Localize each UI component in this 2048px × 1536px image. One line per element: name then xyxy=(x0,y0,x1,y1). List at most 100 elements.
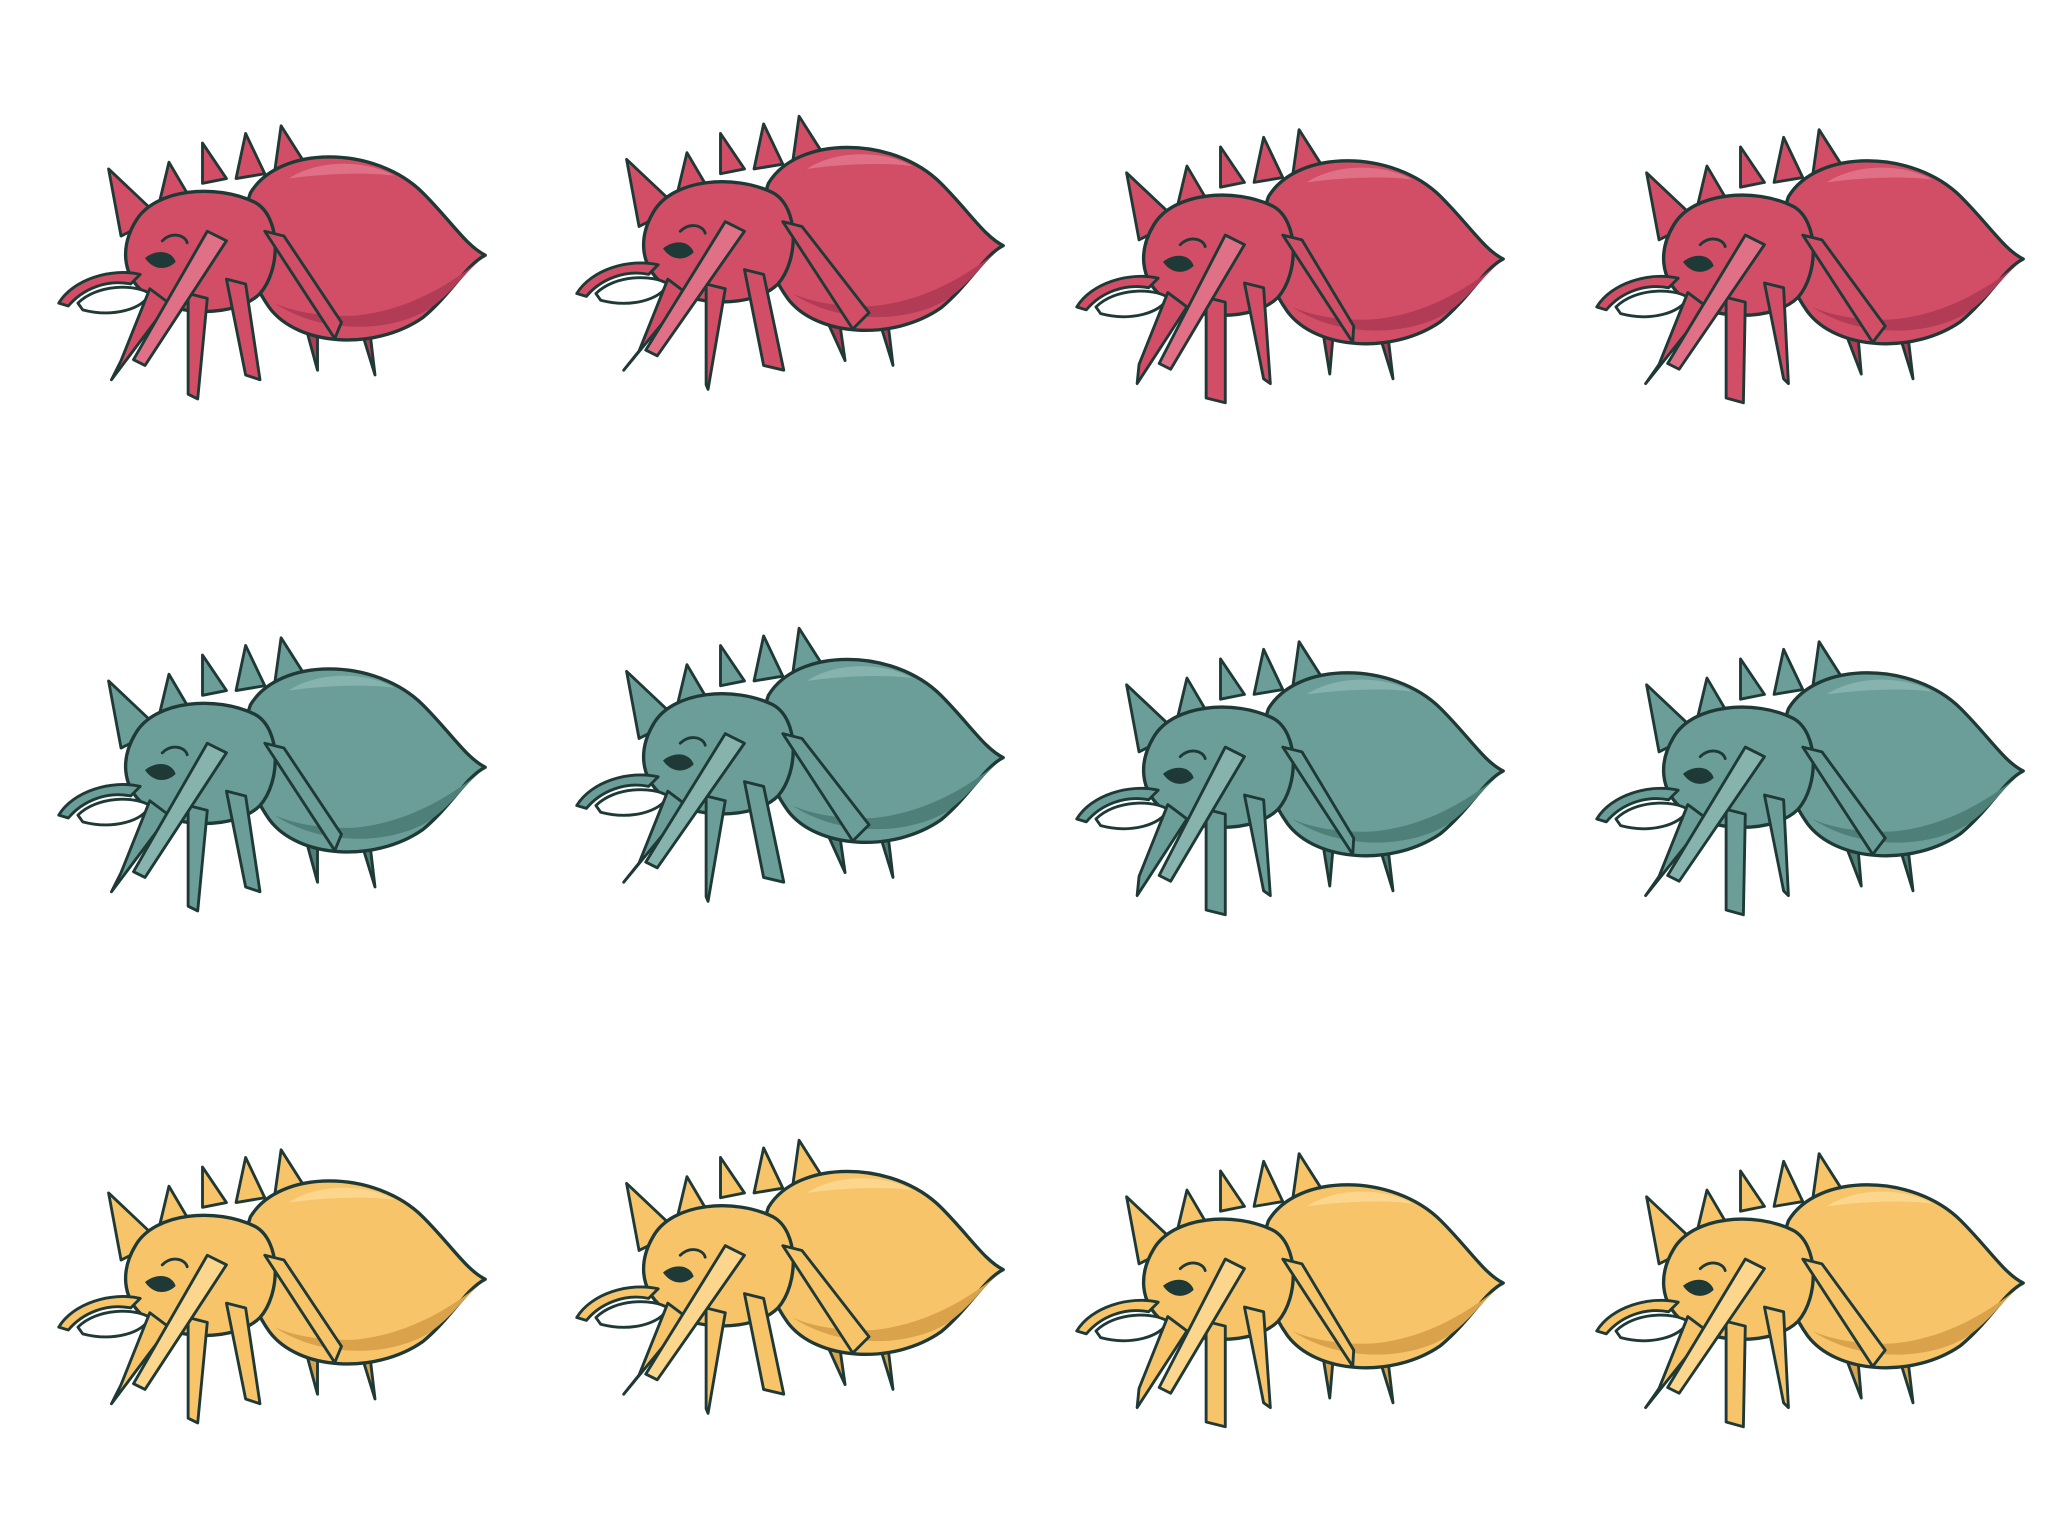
spider-sprite-red-frame-3 xyxy=(1568,80,2028,440)
spider-sprite-yellow-frame-0 xyxy=(30,1104,490,1464)
spider-sprite-red-frame-1 xyxy=(548,80,1008,440)
spider-eye xyxy=(663,1266,694,1283)
spider-leg xyxy=(186,292,209,401)
spider-sprite-yellow-frame-2 xyxy=(1048,1104,1508,1464)
spider-eye xyxy=(663,754,694,771)
spider-leg xyxy=(622,277,689,372)
spider-leg-front xyxy=(1666,233,1766,371)
spider-spike xyxy=(719,1156,746,1200)
spider-leg-front xyxy=(132,741,228,879)
spider-leg xyxy=(1763,1305,1790,1410)
spider-mandible xyxy=(57,271,142,308)
spider-leg xyxy=(263,741,343,853)
spider-eye xyxy=(1683,767,1714,784)
spider-leg-front xyxy=(1157,233,1246,371)
spider-leg xyxy=(1644,803,1709,898)
spider-leg xyxy=(1801,1257,1887,1368)
spider-sprite-red-frame-0 xyxy=(30,80,490,440)
spider-mandible xyxy=(1075,274,1160,312)
spider-leg xyxy=(1281,745,1356,856)
spider-leg xyxy=(110,287,171,382)
spider-leg xyxy=(1763,793,1790,898)
spider-highlight xyxy=(1306,1191,1413,1207)
spider-leg xyxy=(1724,807,1747,917)
spider-spike xyxy=(1772,1159,1805,1208)
spider-spike xyxy=(1252,135,1285,184)
spider-spike xyxy=(1772,647,1805,696)
spider-leg xyxy=(1243,1305,1272,1410)
spider-leg-front xyxy=(1666,1257,1766,1395)
spider-spike xyxy=(1739,1169,1766,1213)
spider-icon xyxy=(575,114,1005,391)
spider-icon xyxy=(1075,128,1505,405)
spider-sprite-yellow-frame-1 xyxy=(548,1104,1008,1464)
spider-highlight xyxy=(288,163,395,179)
spider-highlight xyxy=(1826,679,1933,695)
spider-spike xyxy=(1252,647,1285,696)
spider-mandible xyxy=(575,773,660,810)
spider-spike xyxy=(234,1156,267,1204)
spider-leg xyxy=(1243,793,1272,898)
spider-leg xyxy=(263,229,343,341)
spider-sprite-teal-frame-2 xyxy=(1048,592,1508,952)
spider-leg xyxy=(781,220,871,331)
spider-leg xyxy=(225,789,262,894)
spider-leg-front xyxy=(644,220,746,358)
spider-abdomen-shade xyxy=(1292,1287,1499,1355)
spider-leg xyxy=(1801,233,1887,344)
spider-mandible xyxy=(1595,274,1680,312)
spider-icon xyxy=(575,626,1005,903)
spider-sprite-yellow-frame-3 xyxy=(1568,1104,2028,1464)
spider-sprite-teal-frame-1 xyxy=(548,592,1008,952)
spider-leg xyxy=(263,1253,343,1365)
spider-sprite-teal-frame-0 xyxy=(30,592,490,952)
spider-mandible xyxy=(57,1295,142,1332)
spider-spike xyxy=(1219,1169,1246,1213)
spider-icon xyxy=(1075,640,1505,917)
spider-spike xyxy=(201,141,228,185)
spider-leg xyxy=(622,1301,689,1396)
spider-mandible xyxy=(575,1285,660,1322)
spider-spike xyxy=(1772,135,1805,184)
spider-leg xyxy=(186,1316,209,1425)
spider-eye xyxy=(1683,255,1714,272)
spider-brow xyxy=(1698,749,1727,761)
spider-leg xyxy=(225,1301,262,1406)
spider-mandible xyxy=(1075,1298,1160,1336)
spider-eye xyxy=(1163,767,1194,784)
spider-spike xyxy=(1219,657,1246,701)
spider-abdomen-shade xyxy=(274,772,481,839)
spider-brow xyxy=(678,1248,707,1259)
spider-eye xyxy=(1683,1279,1714,1296)
spider-mandible xyxy=(1595,1298,1680,1336)
spider-spike xyxy=(719,132,746,176)
spider-leg-front xyxy=(1666,745,1766,883)
spider-abdomen-shade xyxy=(1812,775,2019,843)
spider-leg xyxy=(743,780,786,884)
spider-leg xyxy=(1281,1257,1356,1368)
spider-icon xyxy=(57,636,487,913)
spider-spike xyxy=(752,1146,785,1195)
spider-leg-front xyxy=(644,1244,746,1382)
spider-spike xyxy=(752,122,785,171)
spider-brow xyxy=(678,736,707,747)
spider-eye xyxy=(145,763,176,781)
spider-leg-front xyxy=(644,732,746,870)
spider-mandible xyxy=(1595,786,1680,824)
spider-leg xyxy=(1281,233,1356,344)
spider-icon xyxy=(57,1148,487,1425)
spider-abdomen-shade xyxy=(1292,263,1499,331)
spider-abdomen-shade xyxy=(792,250,999,318)
spider-spike xyxy=(752,634,785,683)
spider-leg xyxy=(781,732,871,843)
spider-sprite-red-frame-2 xyxy=(1048,80,1508,440)
spider-spike xyxy=(1739,657,1766,701)
spider-eye xyxy=(1163,255,1194,272)
spider-leg xyxy=(1724,1319,1747,1429)
spider-highlight xyxy=(1826,167,1933,183)
spider-leg-front xyxy=(1157,745,1246,883)
spider-highlight xyxy=(806,154,913,169)
spider-abdomen-shade xyxy=(1292,775,1499,843)
spider-brow xyxy=(1178,749,1207,761)
spider-leg xyxy=(110,1311,171,1406)
